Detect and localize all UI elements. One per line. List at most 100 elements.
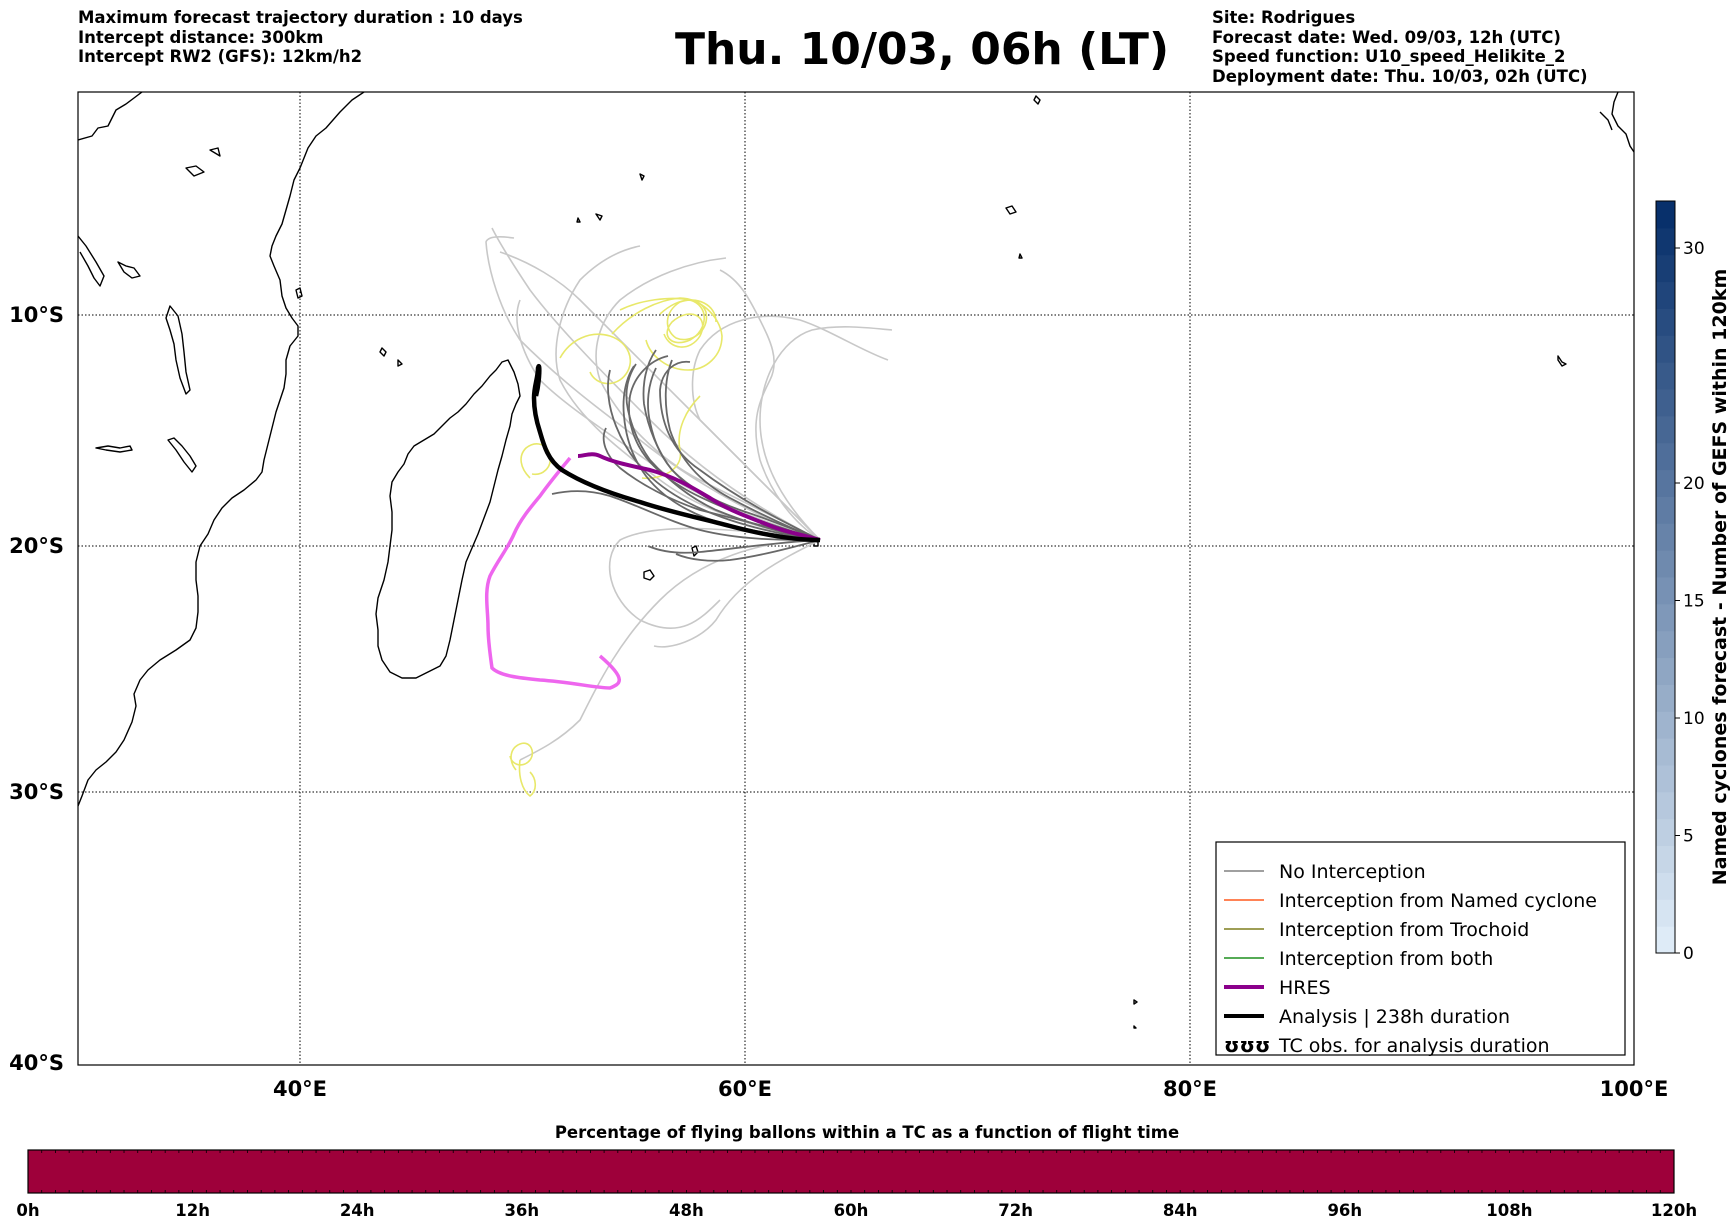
bottom-colorbar-tick-label: 84h: [1163, 1201, 1198, 1220]
analysis-track: [531, 364, 821, 543]
amsterdam-island: [1133, 999, 1138, 1029]
zanzibar: [295, 287, 303, 299]
lake-victoria: [117, 261, 141, 279]
socotra-fragment: [185, 147, 221, 177]
yellow-track: [520, 443, 552, 479]
indonesia-coast-fragment: [1599, 92, 1634, 153]
ensemble-dark-track: [664, 359, 821, 541]
ensemble-light-track: [608, 527, 821, 630]
right-colorbar-tick-label: 20: [1683, 474, 1705, 494]
legend-label: Interception from Trochoid: [1279, 919, 1529, 941]
right-colorbar-band: [1656, 227, 1675, 256]
right-colorbar-band: [1656, 738, 1675, 766]
ensemble-dark-tracks: [551, 349, 821, 562]
legend-box: [1215, 841, 1626, 1056]
bottom-colorbar-tick-label: 0h: [16, 1201, 39, 1220]
bottom-colorbar-tick-label: 120h: [1651, 1201, 1697, 1220]
page-title: Thu. 10/03, 06h (LT): [674, 24, 1170, 75]
map-legend: No Interception Interception from Named c…: [1215, 841, 1626, 1057]
right-colorbar-band: [1656, 415, 1675, 444]
comoros-anjouan: [397, 359, 403, 367]
yellow-track: [518, 759, 537, 798]
ensemble-dark-track: [625, 363, 821, 541]
bottom-colorbar-tick-label: 24h: [340, 1201, 375, 1220]
ensemble-light-track: [491, 227, 821, 541]
yellow-track: [641, 395, 701, 480]
legend-label: TC obs. for analysis duration: [1278, 1035, 1550, 1057]
ensemble-light-track: [519, 539, 821, 761]
yellow-track: [509, 742, 534, 771]
right-colorbar-band: [1656, 926, 1675, 954]
right-colorbar-band: [1656, 201, 1675, 229]
ensemble-dark-track: [607, 369, 821, 541]
comoros-grande: [379, 347, 387, 357]
bottom-colorbar-tick-label: 36h: [504, 1201, 539, 1220]
coastlines: [78, 92, 1634, 1029]
pink-deterministic-track: [484, 456, 621, 690]
deployment-date-text: Deployment date: Thu. 10/03, 02h (UTC): [1212, 66, 1588, 86]
madagascar-coastline: [375, 359, 521, 679]
ensemble-light-track: [691, 315, 889, 541]
sri-lanka-fragment: [1033, 95, 1041, 105]
longitude-labels: 40°E 60°E 80°E 100°E: [273, 1077, 1668, 1101]
ensemble-light-track: [555, 245, 821, 541]
ensemble-light-track: [595, 257, 821, 541]
right-colorbar-band: [1656, 389, 1675, 417]
right-colorbar-band: [1656, 657, 1675, 685]
ensemble-light-tracks: [485, 227, 893, 761]
right-colorbar-tick-label: 0: [1683, 944, 1694, 964]
right-colorbar-tick-label: 15: [1683, 592, 1705, 612]
header-right-info: Site: Rodrigues Forecast date: Wed. 09/0…: [1212, 8, 1588, 86]
hres-track: [577, 452, 821, 542]
lon-label-80e: 80°E: [1163, 1077, 1217, 1101]
lat-label-30s: 30°S: [9, 780, 64, 804]
chagos-islands: [1005, 205, 1023, 259]
speed-function-text: Speed function: U10_speed_Helikite_2: [1212, 47, 1566, 66]
ensemble-light-track: [653, 539, 821, 648]
lat-label-40s: 40°S: [9, 1051, 64, 1075]
yellow-track: [619, 297, 705, 348]
right-colorbar-tick-label: 30: [1683, 239, 1705, 259]
yellow-track: [611, 297, 723, 371]
right-colorbar-band: [1656, 523, 1675, 551]
right-colorbar-band: [1656, 899, 1675, 927]
legend-label: Analysis | 238h duration: [1279, 1006, 1510, 1028]
legend-tc-symbol: ʊʊʊ: [1224, 1033, 1270, 1057]
site-text: Site: Rodrigues: [1212, 8, 1356, 27]
bottom-colorbar-bar: [27, 1149, 1675, 1194]
right-colorbar-band: [1656, 550, 1675, 578]
lake-tanganyika: [165, 305, 191, 395]
arabia-coast-fragment: [78, 92, 143, 141]
ensemble-dark-track: [675, 539, 821, 562]
right-colorbar-band: [1656, 469, 1675, 497]
right-colorbar-band: [1656, 791, 1675, 820]
max-duration-text: Maximum forecast trajectory duration : 1…: [78, 8, 523, 27]
bottom-colorbar-tick-label: 12h: [175, 1201, 210, 1220]
bottom-colorbar-tick-label: 96h: [1327, 1201, 1362, 1220]
legend-label: Interception from Named cyclone: [1279, 890, 1597, 912]
legend-label: Interception from both: [1279, 948, 1493, 970]
ensemble-light-track: [719, 269, 821, 541]
lake-fragment-west: [95, 445, 133, 453]
map-frame: [77, 91, 1635, 1066]
right-colorbar-tick-label: 10: [1683, 709, 1705, 729]
right-colorbar-band: [1656, 845, 1675, 873]
right-colorbar-band: [1656, 684, 1675, 712]
right-colorbar-tick-label: 5: [1683, 827, 1694, 847]
lon-label-100e: 100°E: [1600, 1077, 1669, 1101]
seychelles-group: [576, 173, 645, 223]
gridlines: [78, 92, 1634, 1065]
right-colorbar-band: [1656, 308, 1675, 336]
somalia-island-fragment: [78, 235, 105, 287]
yellow-track: [559, 333, 632, 385]
right-colorbar-band: [1656, 442, 1675, 471]
cocos-islands: [1557, 355, 1567, 367]
bottom-colorbar-tick-label: 72h: [998, 1201, 1033, 1220]
africa-coastline: [78, 92, 365, 807]
bottom-colorbar-title: Percentage of flying ballons within a TC…: [555, 1123, 1179, 1142]
bottom-colorbar-tick-label: 48h: [669, 1201, 704, 1220]
right-colorbar-band: [1656, 335, 1675, 363]
bottom-colorbar-tick-label: 108h: [1486, 1201, 1532, 1220]
header-left-info: Maximum forecast trajectory duration : 1…: [78, 8, 523, 67]
